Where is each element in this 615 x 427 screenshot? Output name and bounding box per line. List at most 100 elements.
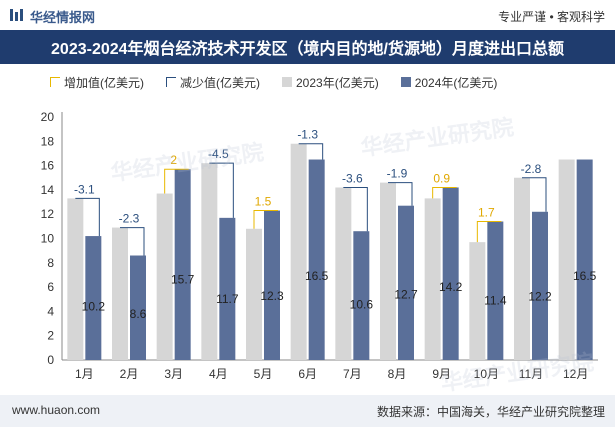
chart-title-text: 2023-2024年烟台经济技术开发区（境内目的地/货源地）月度进出口总额 bbox=[51, 41, 564, 58]
value-label-2024: 10.6 bbox=[350, 297, 374, 311]
value-label-2024: 16.5 bbox=[305, 269, 329, 283]
value-label-2024: 12.7 bbox=[394, 287, 418, 301]
bar-2024 bbox=[487, 221, 504, 360]
y-tick-label: 6 bbox=[47, 280, 54, 294]
x-tick-label: 7月 bbox=[343, 367, 362, 381]
bar-2024 bbox=[442, 187, 459, 360]
x-tick-label: 9月 bbox=[432, 367, 451, 381]
value-label-2024: 16.5 bbox=[573, 269, 597, 283]
bar-2024 bbox=[264, 210, 280, 360]
x-tick-label: 11月 bbox=[519, 367, 543, 381]
legend-swatch-decrease bbox=[166, 77, 176, 87]
x-tick-label: 3月 bbox=[164, 367, 183, 381]
chart-title: 2023-2024年烟台经济技术开发区（境内目的地/货源地）月度进出口总额 bbox=[0, 30, 615, 64]
decrease-bracket bbox=[298, 143, 324, 160]
bar-2024 bbox=[532, 211, 548, 360]
legend-swatch-2024 bbox=[400, 77, 411, 87]
diff-label: -3.1 bbox=[74, 182, 95, 196]
increase-bracket bbox=[164, 168, 189, 194]
footer-site: www.huaon.com bbox=[12, 403, 101, 417]
decrease-bracket bbox=[120, 227, 145, 256]
y-tick-label: 0 bbox=[47, 353, 54, 367]
top-bar: 华经情报网 专业严谨 • 客观科学 bbox=[0, 0, 615, 30]
y-tick-label: 12 bbox=[41, 207, 55, 221]
y-tick-label: 8 bbox=[47, 256, 54, 270]
decrease-bracket bbox=[388, 182, 413, 206]
x-tick-label: 1月 bbox=[75, 367, 94, 381]
chart-legend: 增加值(亿美元) 减少值(亿美元) 2023年(亿美元) 2024年(亿美元) bbox=[50, 72, 519, 92]
legend-label-increase: 增加值(亿美元) bbox=[64, 75, 144, 90]
bar-2023 bbox=[335, 187, 352, 360]
bar-2023 bbox=[558, 159, 575, 360]
diff-label: -2.8 bbox=[521, 162, 542, 176]
value-label-2024: 14.2 bbox=[439, 280, 463, 294]
value-label-2024: 10.2 bbox=[82, 299, 106, 313]
legend-label-2024: 2024年(亿美元) bbox=[414, 75, 498, 90]
footer: www.huaon.com 数据来源：中国海关，华经产业研究院整理 bbox=[0, 395, 615, 427]
y-tick-label: 16 bbox=[41, 159, 55, 173]
decrease-bracket bbox=[522, 177, 547, 212]
value-label-2024: 11.4 bbox=[484, 294, 507, 308]
increase-bracket bbox=[253, 210, 278, 229]
bar-2023 bbox=[514, 177, 530, 360]
x-tick-label: 6月 bbox=[298, 367, 317, 381]
y-tick-label: 10 bbox=[41, 232, 55, 246]
diff-label: -3.6 bbox=[342, 171, 363, 185]
diff-label: -2.3 bbox=[119, 212, 140, 226]
diff-label: 1.7 bbox=[478, 205, 495, 219]
value-label-2024: 15.7 bbox=[171, 273, 195, 287]
legend-swatch-increase bbox=[50, 77, 60, 87]
increase-bracket bbox=[476, 220, 502, 243]
y-tick-label: 18 bbox=[41, 134, 55, 148]
legend-item-2023: 2023年(亿美元) bbox=[282, 74, 379, 91]
bar-2024 bbox=[85, 236, 102, 360]
legend-item-decrease: 减少值(亿美元) bbox=[166, 74, 260, 91]
brand-name: 华经情报网 bbox=[30, 10, 96, 25]
x-tick-label: 2月 bbox=[120, 367, 139, 381]
bar-2024 bbox=[576, 159, 593, 360]
bar-2023 bbox=[424, 198, 441, 360]
diff-label: 0.9 bbox=[433, 171, 450, 185]
bar-2023 bbox=[201, 163, 218, 360]
x-tick-label: 4月 bbox=[209, 367, 228, 381]
legend-label-2023: 2023年(亿美元) bbox=[296, 75, 379, 90]
value-label-2024: 8.6 bbox=[130, 307, 147, 321]
legend-item-2024: 2024年(亿美元) bbox=[400, 74, 498, 91]
bar-2024 bbox=[219, 217, 236, 360]
bar-2023 bbox=[156, 193, 173, 360]
bar-2023 bbox=[469, 242, 486, 360]
value-label-2024: 11.7 bbox=[216, 292, 239, 306]
x-tick-label: 12月 bbox=[563, 367, 588, 381]
increase-bracket bbox=[432, 186, 457, 199]
decrease-bracket bbox=[343, 186, 368, 232]
bar-2024 bbox=[130, 255, 146, 360]
bar-2024 bbox=[398, 205, 414, 360]
diff-label: -4.5 bbox=[208, 147, 229, 161]
decrease-bracket bbox=[75, 197, 100, 237]
y-tick-label: 14 bbox=[41, 183, 55, 197]
legend-swatch-2023 bbox=[282, 77, 292, 87]
bar-2023 bbox=[67, 198, 84, 360]
bar-2023 bbox=[380, 182, 396, 360]
legend-item-increase: 增加值(亿美元) bbox=[50, 74, 144, 91]
diff-label: 1.5 bbox=[255, 195, 272, 209]
value-label-2024: 12.2 bbox=[528, 290, 552, 304]
logo-icon bbox=[10, 9, 23, 21]
bar-2024 bbox=[308, 159, 325, 360]
x-tick-label: 10月 bbox=[474, 367, 499, 381]
y-tick-label: 2 bbox=[47, 329, 54, 343]
bar-chart: 0 2 4 6 8 10 12 14 16 18 20 -3.1 10.2 1月 -2.3 8.6 2月 2 15.… bbox=[41, 110, 598, 381]
y-tick-label: 20 bbox=[41, 110, 55, 124]
diff-label: -1.9 bbox=[387, 167, 408, 181]
bar-2024 bbox=[174, 169, 191, 360]
bar-2023 bbox=[112, 227, 128, 360]
value-label-2024: 12.3 bbox=[260, 289, 284, 303]
bar-2024 bbox=[353, 231, 370, 360]
diff-label: 2 bbox=[170, 153, 177, 167]
x-tick-label: 5月 bbox=[254, 367, 273, 381]
y-tick-label: 4 bbox=[47, 304, 54, 318]
tagline: 专业严谨 • 客观科学 bbox=[498, 10, 605, 24]
diff-label: -1.3 bbox=[297, 128, 318, 142]
bar-2023 bbox=[246, 228, 262, 360]
x-tick-label: 8月 bbox=[388, 367, 407, 381]
